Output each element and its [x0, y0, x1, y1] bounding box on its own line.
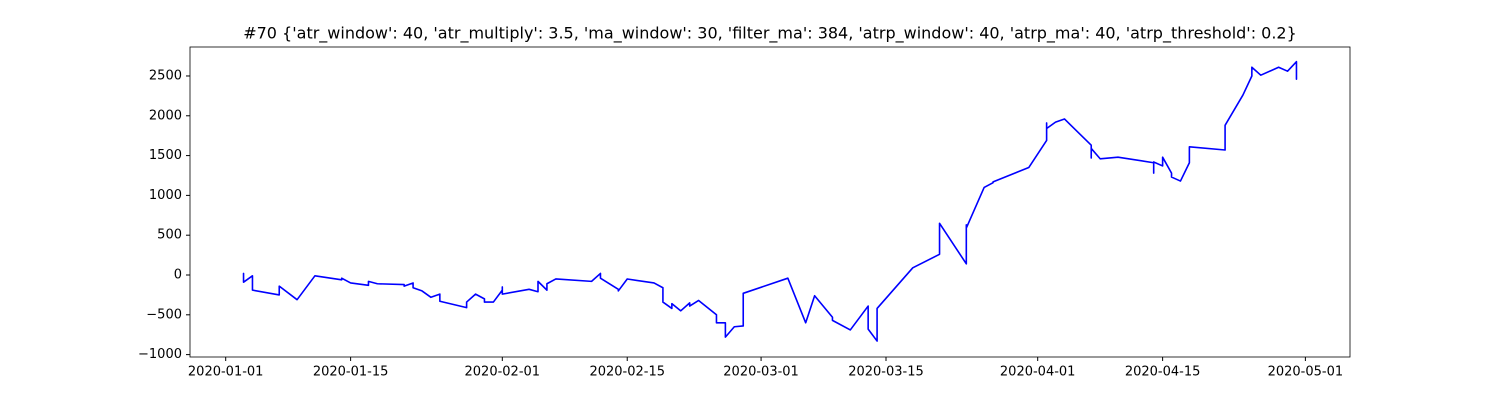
- x-tick-label: 2020-02-15: [589, 365, 665, 380]
- y-tick-label: −1000: [138, 347, 182, 362]
- y-tick-label: 0: [174, 268, 182, 283]
- y-tick-label: 500: [157, 228, 182, 243]
- x-tick-label: 2020-04-01: [1000, 365, 1076, 380]
- y-tick-label: 1500: [149, 148, 182, 163]
- line: [242, 60, 1298, 342]
- y-tick-label: 2000: [149, 108, 182, 123]
- y-tick-label: −500: [146, 307, 182, 322]
- y-tick-label: 2500: [149, 68, 182, 83]
- x-tick-label: 2020-02-01: [465, 365, 541, 380]
- x-tick-label: 2020-01-15: [313, 365, 389, 380]
- x-tick-label: 2020-03-15: [848, 365, 924, 380]
- chart-title: #70 {'atr_window': 40, 'atr_multiply': 3…: [243, 24, 1297, 44]
- x-tick-label: 2020-04-15: [1125, 365, 1201, 380]
- y-tick-label: 1000: [149, 188, 182, 203]
- plot-frame: [189, 46, 1351, 358]
- x-tick-label: 2020-03-01: [723, 365, 799, 380]
- x-tick-label: 2020-05-01: [1268, 365, 1344, 380]
- x-tick-label: 2020-01-01: [188, 365, 264, 380]
